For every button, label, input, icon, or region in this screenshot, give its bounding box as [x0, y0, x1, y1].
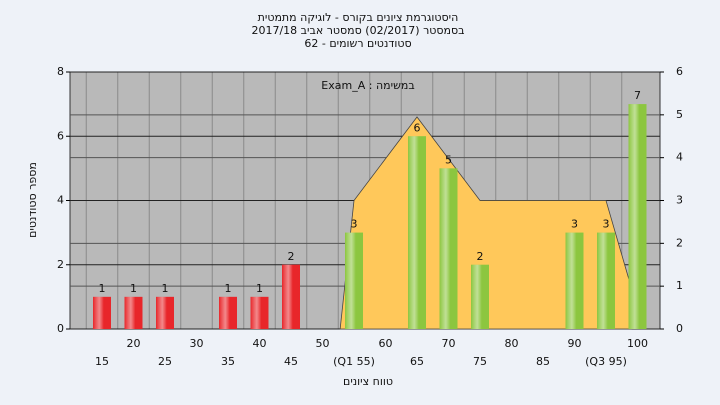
- bar-shine: [628, 104, 647, 329]
- data-label: 3: [571, 218, 578, 231]
- x-tick-label: (Q1 55): [333, 355, 375, 368]
- data-label: 2: [288, 250, 295, 263]
- y2-tick-label: 2: [676, 236, 683, 249]
- bar-shine: [408, 136, 426, 329]
- x-tick-label: 45: [284, 355, 298, 368]
- x-tick-label: 80: [505, 337, 519, 350]
- x-tick-label: 25: [158, 355, 172, 368]
- data-label: 1: [256, 282, 263, 295]
- x-tick-label: (Q3 95): [585, 355, 627, 368]
- y-tick-label: 2: [57, 258, 64, 271]
- x-tick-label: 65: [410, 355, 424, 368]
- chart-subtitle: סטודנטים רשומים - 62: [304, 37, 411, 50]
- y2-tick-label: 5: [676, 108, 683, 121]
- data-label: 1: [130, 282, 137, 295]
- x-tick-label: 90: [568, 337, 582, 350]
- data-label: 2: [477, 250, 484, 263]
- bar-shine: [250, 296, 269, 329]
- chart-subtitle: בסמסטר (02/2017) סמסטר אביב 2017/18: [251, 24, 464, 37]
- annotation: במשימה : Exam_A: [321, 79, 414, 92]
- data-label: 7: [634, 89, 641, 102]
- data-label: 1: [162, 282, 169, 295]
- x-tick-label: 75: [473, 355, 487, 368]
- x-axis-label: טווח ציונים: [343, 375, 393, 388]
- bar-shine: [597, 232, 615, 329]
- x-tick-label: 85: [536, 355, 550, 368]
- y-tick-label: 6: [57, 129, 64, 142]
- bar-shine: [156, 296, 174, 329]
- bar-shine: [565, 232, 584, 329]
- y-tick-label: 8: [57, 65, 64, 78]
- x-tick-label: 40: [253, 337, 267, 350]
- x-tick-label: 60: [379, 337, 393, 350]
- y2-tick-label: 4: [676, 151, 683, 164]
- bar-shine: [93, 296, 111, 329]
- bar-shine: [471, 264, 489, 329]
- x-tick-label: 35: [221, 355, 235, 368]
- y-tick-label: 0: [57, 322, 64, 335]
- y2-tick-label: 0: [676, 322, 683, 335]
- bar-shine: [219, 296, 237, 329]
- chart-title: היסטוגרמת ציונים בקורס - לוגיקה מתמטית: [258, 11, 459, 24]
- data-label: 6: [414, 121, 421, 134]
- bar-shine: [439, 168, 458, 329]
- x-tick-label: 70: [442, 337, 456, 350]
- data-label: 1: [99, 282, 106, 295]
- x-tick-label: 15: [95, 355, 109, 368]
- y2-tick-label: 1: [676, 279, 683, 292]
- data-label: 5: [445, 153, 452, 166]
- data-label: 1: [225, 282, 232, 295]
- data-label: 3: [603, 218, 610, 231]
- y-tick-label: 4: [57, 194, 64, 207]
- x-tick-label: 100: [627, 337, 648, 350]
- y-axis-label: מספר סטודנטים: [26, 162, 39, 238]
- bar-shine: [345, 232, 363, 329]
- x-tick-label: 50: [316, 337, 330, 350]
- y2-tick-label: 3: [676, 194, 683, 207]
- y2-tick-label: 6: [676, 65, 683, 78]
- x-tick-label: 20: [127, 337, 141, 350]
- x-tick-label: 30: [190, 337, 204, 350]
- data-label: 3: [351, 218, 358, 231]
- bar-shine: [124, 296, 143, 329]
- bar-shine: [282, 264, 300, 329]
